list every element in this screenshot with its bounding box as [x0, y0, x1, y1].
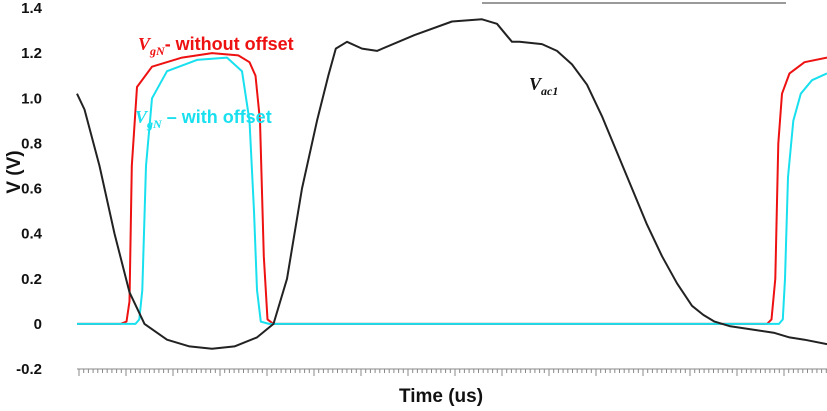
y-tick-label: -0.2 [16, 361, 42, 378]
y-tick-label: 0.6 [21, 181, 42, 198]
cyan-series-annotation: VgN – with offset [135, 107, 272, 131]
series-line-2 [76, 18, 827, 350]
black-series-annotation: Vac1 [529, 74, 558, 98]
y-tick-label: 0.4 [21, 226, 43, 243]
series-line-1 [77, 56, 827, 325]
x-axis-title: Time (us) [399, 386, 483, 407]
x-minor-ticks [78, 369, 827, 376]
y-tick-label: 0.2 [21, 271, 42, 288]
plot-area: -0.2 0 0.2 0.4 0.6 0.8 1.0 1.2 1.4 [16, 0, 827, 378]
y-axis-title: V (V) [4, 150, 25, 193]
y-tick-label: 1.2 [21, 45, 42, 62]
y-tick-label: 1.4 [21, 0, 43, 17]
y-tick-labels: -0.2 0 0.2 0.4 0.6 0.8 1.0 1.2 1.4 [16, 0, 43, 378]
series-group [76, 18, 827, 350]
red-series-annotation: VgN- without offset [138, 34, 294, 58]
series-line-0 [77, 52, 827, 325]
y-tick-label: 0 [34, 316, 42, 333]
y-tick-label: 1.0 [21, 90, 42, 107]
y-tick-label: 0.8 [21, 135, 42, 152]
